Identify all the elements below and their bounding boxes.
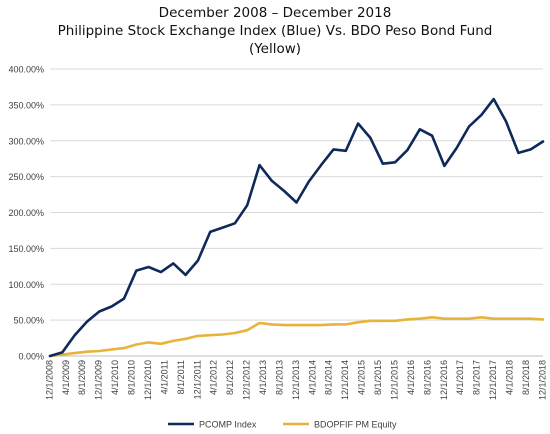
x-tick-label: 12/1/2011: [192, 360, 202, 399]
x-tick-label: 8/1/2011: [176, 360, 186, 394]
x-tick-label: 4/1/2016: [406, 360, 416, 395]
x-tick-label: 12/1/2016: [439, 360, 449, 400]
x-tick-label: 4/1/2012: [209, 360, 219, 395]
gridlines: [50, 68, 543, 357]
x-tick-label: 4/1/2013: [258, 360, 268, 395]
series-line: [48, 315, 545, 358]
x-tick-label: 8/1/2013: [274, 360, 284, 395]
x-tick-label: 8/1/2015: [373, 360, 383, 395]
x-tick-label: 4/1/2018: [505, 360, 515, 395]
y-tick-label: 300.00%: [8, 136, 44, 146]
chart-title-line-2: Philippine Stock Exchange Index (Blue) V…: [57, 23, 493, 39]
x-tick-label: 12/1/2018: [537, 360, 547, 400]
y-tick-label: 200.00%: [8, 208, 44, 218]
x-tick-label: 4/1/2014: [307, 360, 317, 395]
y-tick-label: 350.00%: [8, 100, 44, 110]
x-tick-label: 8/1/2014: [324, 360, 334, 395]
x-tick-label: 4/1/2011: [159, 360, 169, 394]
x-tick-label: 12/1/2015: [389, 360, 399, 400]
x-tick-label: 12/1/2010: [143, 360, 153, 400]
y-tick-label: 150.00%: [8, 244, 44, 254]
x-tick-label: 8/1/2012: [225, 360, 235, 395]
y-tick-label: 400.00%: [8, 65, 44, 75]
x-tick-label: 4/1/2017: [455, 360, 465, 395]
x-tick-label: 8/1/2009: [77, 360, 87, 395]
x-tick-label: 12/1/2012: [242, 360, 252, 400]
y-tick-label: 0.00%: [18, 352, 44, 362]
x-tick-label: 4/1/2009: [61, 360, 71, 395]
x-tick-label: 12/1/2013: [291, 360, 301, 400]
y-axis-tick-labels: 0.00% 50.00% 100.00% 150.00% 200.00% 250.00% 3…: [8, 65, 44, 362]
chart-title-line-1: December 2008 – December 2018: [158, 5, 392, 21]
x-tick-label: 8/1/2018: [521, 360, 531, 395]
y-tick-label: 100.00%: [8, 280, 44, 290]
x-tick-label: 12/1/2009: [94, 360, 104, 400]
x-tick-label: 12/1/2017: [488, 360, 498, 400]
series-line: [48, 97, 545, 358]
x-axis-tick-labels: 12/1/2008 4/1/2009 8/1/2009 12/1/2009 4/1/20…: [44, 360, 547, 400]
x-tick-label: 8/1/2010: [127, 360, 137, 395]
x-tick-label: 4/1/2015: [357, 360, 367, 395]
series-lines: [48, 97, 545, 358]
x-tick-label: 12/1/2014: [340, 360, 350, 400]
legend-label: BDOPFIF PM Equity: [314, 420, 397, 430]
legend-label: PCOMP Index: [199, 420, 257, 430]
x-tick-label: 8/1/2016: [422, 360, 432, 395]
legend: PCOMP Index BDOPFIF PM Equity: [168, 420, 397, 430]
x-tick-label: 4/1/2010: [110, 360, 120, 395]
x-tick-label: 8/1/2017: [472, 360, 482, 395]
x-tick-label: 12/1/2008: [44, 360, 54, 400]
chart-title-line-3: (Yellow): [248, 41, 302, 57]
y-tick-label: 250.00%: [8, 172, 44, 182]
y-tick-label: 50.00%: [13, 316, 44, 326]
